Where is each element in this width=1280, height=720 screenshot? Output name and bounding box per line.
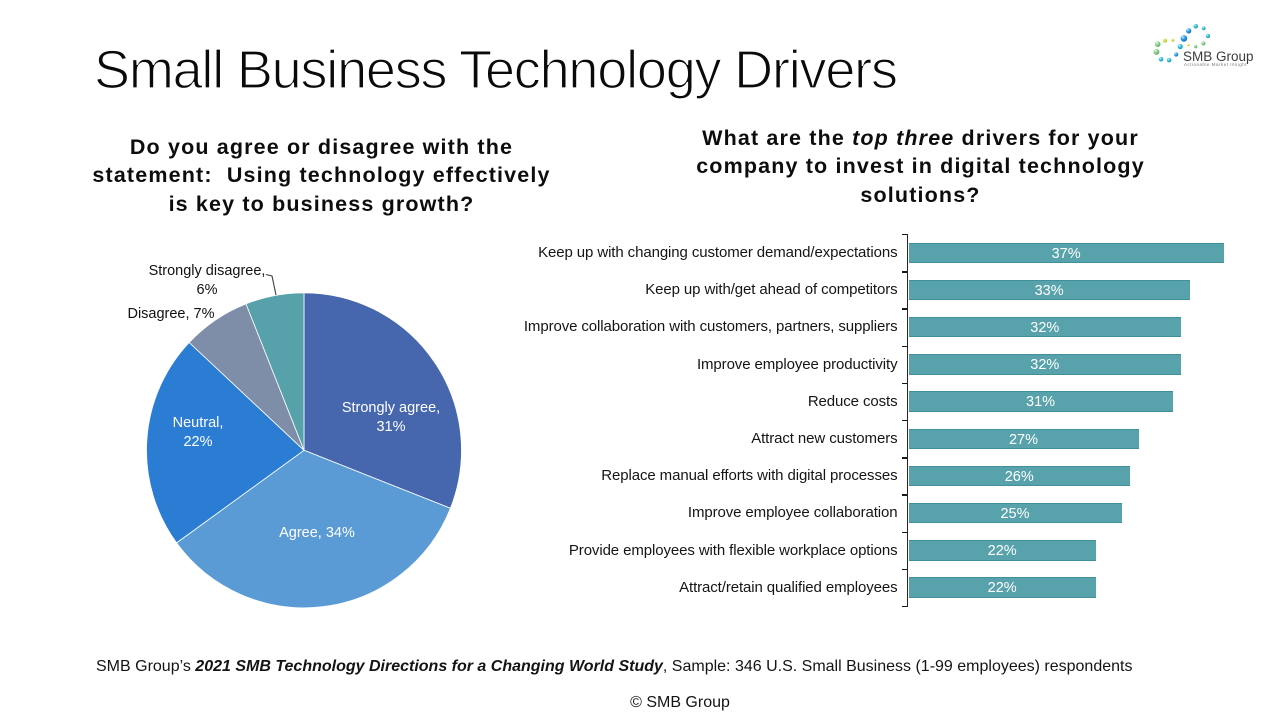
- svg-text:Actionable Market Insight: Actionable Market Insight: [1184, 62, 1247, 67]
- svg-text:SMB Group: SMB Group: [1183, 49, 1254, 64]
